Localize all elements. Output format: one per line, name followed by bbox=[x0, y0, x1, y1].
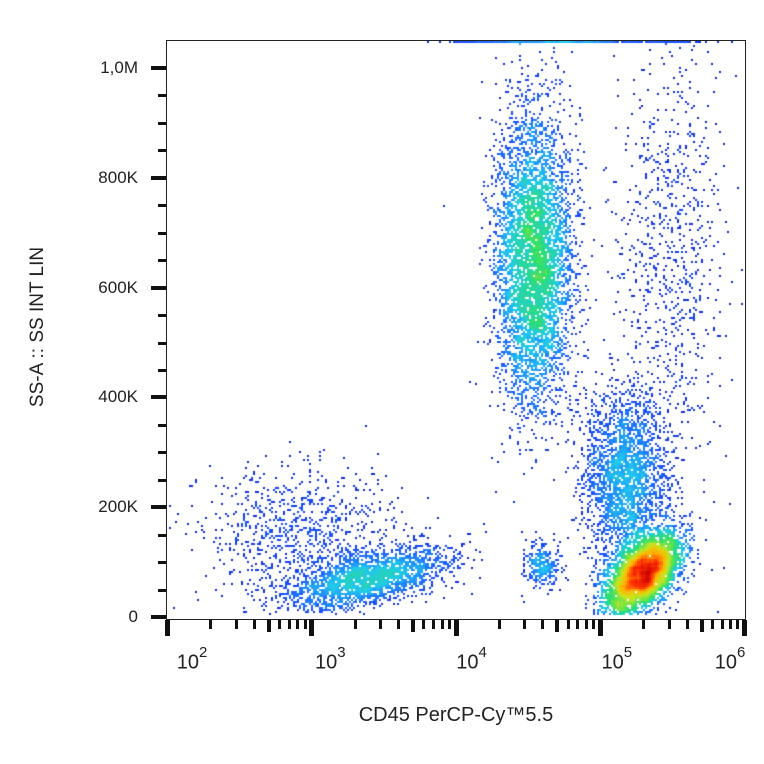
y-minor-tick bbox=[158, 231, 166, 235]
y-minor-tick bbox=[158, 423, 166, 427]
x-tick-label: 106 bbox=[700, 644, 760, 675]
density-dot-plot-area bbox=[167, 41, 745, 619]
x-major-tick bbox=[597, 620, 603, 636]
y-major-tick bbox=[151, 66, 166, 70]
x-minor-tick bbox=[523, 620, 527, 629]
x-minor-tick bbox=[209, 620, 213, 629]
x-tick-base: 10 bbox=[456, 651, 479, 674]
x-major-tick bbox=[453, 620, 459, 636]
y-minor-tick bbox=[158, 341, 166, 345]
x-minor-tick bbox=[555, 620, 560, 632]
x-tick-base: 10 bbox=[714, 651, 737, 674]
x-minor-tick bbox=[266, 620, 271, 632]
y-minor-tick bbox=[158, 204, 166, 208]
x-major-tick bbox=[742, 620, 747, 636]
x-tick-base: 10 bbox=[176, 651, 199, 674]
y-tick-label: 600K bbox=[98, 277, 138, 297]
y-minor-tick bbox=[158, 149, 166, 153]
x-tick-label: 102 bbox=[162, 644, 222, 675]
x-minor-tick bbox=[278, 620, 282, 629]
x-minor-tick bbox=[729, 620, 733, 629]
x-minor-tick bbox=[685, 620, 689, 629]
y-axis-title: SS-A :: SS INT LIN bbox=[27, 246, 48, 408]
y-major-tick bbox=[151, 505, 166, 510]
y-minor-tick bbox=[158, 259, 166, 263]
x-minor-tick bbox=[411, 620, 416, 632]
y-minor-tick bbox=[158, 314, 166, 318]
y-minor-tick bbox=[158, 368, 166, 372]
x-minor-tick bbox=[497, 620, 501, 629]
y-minor-tick bbox=[158, 588, 166, 592]
y-tick-label: 200K bbox=[98, 497, 138, 517]
x-minor-tick bbox=[440, 620, 444, 629]
x-tick-label: 103 bbox=[300, 644, 360, 675]
y-minor-tick bbox=[158, 533, 166, 537]
x-major-tick bbox=[165, 620, 170, 636]
x-tick-exponent: 6 bbox=[736, 644, 746, 661]
x-tick-label: 104 bbox=[442, 644, 502, 675]
y-tick-label: 400K bbox=[98, 387, 138, 407]
y-tick-label: 800K bbox=[98, 167, 138, 187]
x-minor-tick bbox=[353, 620, 357, 629]
y-tick-label: 0 bbox=[128, 607, 138, 626]
y-minor-tick bbox=[158, 94, 166, 98]
x-minor-tick bbox=[379, 620, 383, 629]
x-minor-tick bbox=[541, 620, 545, 629]
x-minor-tick bbox=[234, 620, 238, 629]
y-minor-tick bbox=[158, 561, 166, 565]
x-minor-tick bbox=[584, 620, 588, 629]
y-minor-tick bbox=[158, 121, 166, 125]
y-major-tick bbox=[151, 395, 166, 400]
x-tick-exponent: 5 bbox=[623, 644, 633, 661]
x-minor-tick bbox=[252, 620, 256, 629]
x-minor-tick bbox=[699, 620, 704, 632]
x-minor-tick bbox=[397, 620, 401, 629]
x-tick-exponent: 3 bbox=[337, 644, 346, 661]
x-axis-title: CD45 PerCP-Cy™5.5 bbox=[358, 704, 554, 726]
x-minor-tick bbox=[287, 620, 291, 629]
x-tick-label: 105 bbox=[587, 644, 647, 675]
x-minor-tick bbox=[296, 620, 300, 629]
x-minor-tick bbox=[422, 620, 426, 629]
x-tick-base: 10 bbox=[314, 651, 338, 674]
y-minor-tick bbox=[158, 478, 166, 482]
plot-frame bbox=[166, 40, 746, 620]
y-tick-label: 1,0M bbox=[100, 58, 138, 77]
x-minor-tick bbox=[566, 620, 570, 629]
x-minor-tick bbox=[303, 620, 307, 629]
x-minor-tick bbox=[576, 620, 580, 629]
x-minor-tick bbox=[667, 620, 671, 629]
x-tick-exponent: 4 bbox=[478, 644, 487, 661]
x-tick-exponent: 2 bbox=[198, 644, 208, 661]
x-minor-tick bbox=[447, 620, 451, 629]
y-major-tick bbox=[151, 615, 166, 619]
x-minor-tick bbox=[720, 620, 724, 629]
x-minor-tick bbox=[432, 620, 436, 629]
y-minor-tick bbox=[158, 451, 166, 455]
y-major-tick bbox=[151, 285, 166, 290]
x-tick-base: 10 bbox=[601, 651, 624, 674]
y-major-tick bbox=[151, 175, 166, 180]
x-major-tick bbox=[309, 620, 315, 636]
x-minor-tick bbox=[710, 620, 714, 629]
x-minor-tick bbox=[642, 620, 646, 629]
x-minor-tick bbox=[736, 620, 740, 629]
x-minor-tick bbox=[592, 620, 596, 629]
